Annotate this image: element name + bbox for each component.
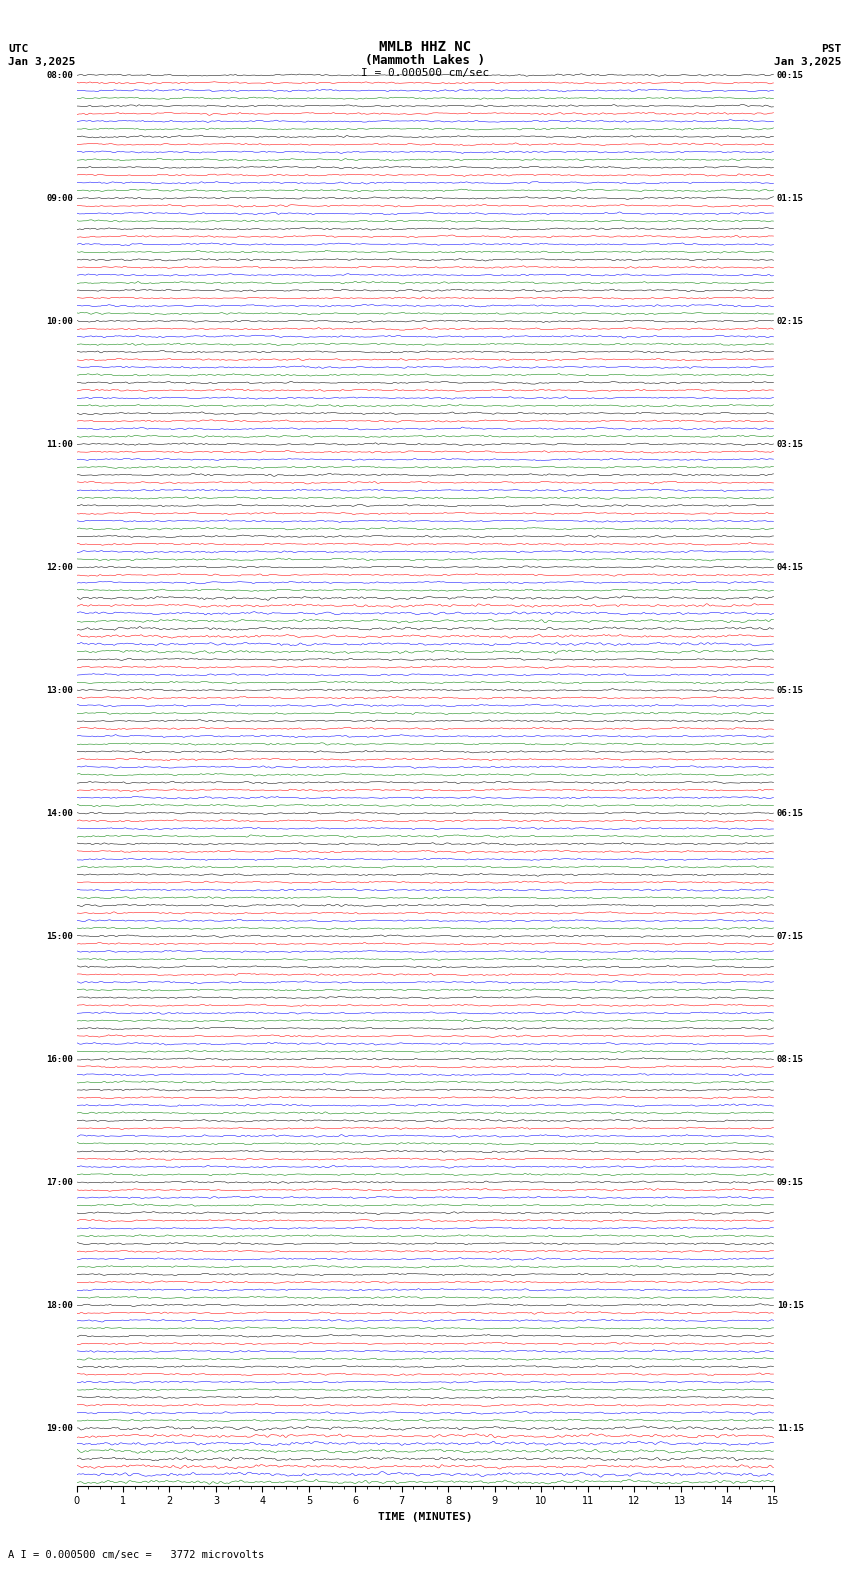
Text: 11:00: 11:00 <box>46 440 73 448</box>
Text: 04:15: 04:15 <box>777 562 804 572</box>
Text: 10:00: 10:00 <box>46 317 73 326</box>
Text: 19:00: 19:00 <box>46 1424 73 1432</box>
Text: 11:15: 11:15 <box>777 1424 804 1432</box>
Text: 12:00: 12:00 <box>46 562 73 572</box>
Text: 14:00: 14:00 <box>46 808 73 817</box>
Text: 01:15: 01:15 <box>777 193 804 203</box>
X-axis label: TIME (MINUTES): TIME (MINUTES) <box>377 1511 473 1522</box>
Text: 02:15: 02:15 <box>777 317 804 326</box>
Text: 10:15: 10:15 <box>777 1300 804 1310</box>
Text: 08:00: 08:00 <box>46 71 73 79</box>
Text: 05:15: 05:15 <box>777 686 804 695</box>
Text: 03:15: 03:15 <box>777 440 804 448</box>
Text: Jan 3,2025: Jan 3,2025 <box>8 57 76 67</box>
Text: 06:15: 06:15 <box>777 808 804 817</box>
Text: 09:15: 09:15 <box>777 1177 804 1186</box>
Text: Jan 3,2025: Jan 3,2025 <box>774 57 842 67</box>
Text: 07:15: 07:15 <box>777 931 804 941</box>
Text: 18:00: 18:00 <box>46 1300 73 1310</box>
Text: 16:00: 16:00 <box>46 1055 73 1063</box>
Text: (Mammoth Lakes ): (Mammoth Lakes ) <box>365 54 485 67</box>
Text: 15:00: 15:00 <box>46 931 73 941</box>
Text: 00:15: 00:15 <box>777 71 804 79</box>
Text: UTC: UTC <box>8 44 29 54</box>
Text: PST: PST <box>821 44 842 54</box>
Text: 17:00: 17:00 <box>46 1177 73 1186</box>
Text: 08:15: 08:15 <box>777 1055 804 1063</box>
Text: 13:00: 13:00 <box>46 686 73 695</box>
Text: A I = 0.000500 cm/sec =   3772 microvolts: A I = 0.000500 cm/sec = 3772 microvolts <box>8 1551 264 1560</box>
Text: I = 0.000500 cm/sec: I = 0.000500 cm/sec <box>361 68 489 78</box>
Text: MMLB HHZ NC: MMLB HHZ NC <box>379 40 471 54</box>
Text: 09:00: 09:00 <box>46 193 73 203</box>
